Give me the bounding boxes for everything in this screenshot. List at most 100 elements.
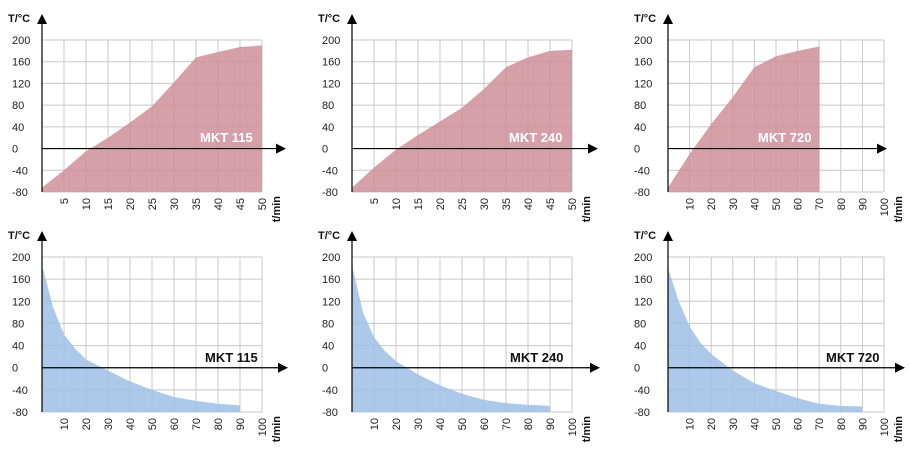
x-tick-label: 70 <box>814 198 826 210</box>
y-tick-label: 200 <box>12 35 30 47</box>
x-tick-label: 60 <box>169 418 181 430</box>
series-area <box>668 268 863 412</box>
series-area <box>42 45 262 192</box>
y-tick-label: 40 <box>12 341 24 353</box>
x-tick-label: 45 <box>235 198 247 210</box>
y-tick-label: 200 <box>634 252 652 264</box>
model-label: MKT 115 <box>205 350 258 365</box>
series-area <box>668 46 820 193</box>
x-tick-label: 20 <box>706 418 718 430</box>
y-tick-label: 0 <box>12 144 18 156</box>
y-tick-label: 120 <box>634 296 652 308</box>
x-tick-label: 70 <box>814 418 826 430</box>
x-tick-label: 20 <box>706 198 718 210</box>
x-tick-label: 100 <box>879 198 891 216</box>
x-tick-label: 30 <box>728 198 740 210</box>
y-tick-label: 40 <box>322 341 334 353</box>
y-tick-label: 0 <box>634 363 640 375</box>
x-tick-label: 20 <box>391 418 403 430</box>
y-tick-label: 200 <box>634 35 652 47</box>
x-tick-label: 30 <box>103 418 115 430</box>
x-tick-label: 90 <box>235 418 247 430</box>
y-tick-label: 120 <box>12 296 30 308</box>
y-tick-label: -80 <box>12 187 28 199</box>
x-tick-label: 30 <box>728 418 740 430</box>
y-axis-arrow <box>347 14 357 24</box>
y-tick-label: -40 <box>322 385 338 397</box>
y-axis-label: T/°C <box>634 13 656 25</box>
x-tick-label: 50 <box>771 198 783 210</box>
chart-panel-2: 200 160 120 80 40 0 -40 -80 5 10 15 20 25 30 35 40 45 50 T… <box>318 13 598 222</box>
y-tick-label: 160 <box>634 57 652 69</box>
y-tick-label: 0 <box>322 144 328 156</box>
y-axis-arrow <box>37 231 47 241</box>
x-tick-label: 35 <box>501 198 513 210</box>
chart-panel-6: 200 160 120 80 40 0 -40 -80 10 20 30 40 50 60 70 80 90 10… <box>634 230 905 442</box>
x-tick-label: 80 <box>523 418 535 430</box>
y-axis-label: T/°C <box>8 230 30 242</box>
x-axis-label: t/min <box>893 196 905 223</box>
x-tick-label: 10 <box>685 198 697 210</box>
x-tick-label: 15 <box>413 198 425 210</box>
chart-panel-4: 200 160 120 80 40 0 -40 -80 10 20 30 40 50 60 70 80 90 10… <box>8 230 288 442</box>
chart-panel-1: 200 160 120 80 40 0 -40 -80 5 10 15 20 25 30 35 40 45 50 T… <box>8 13 286 222</box>
y-tick-label: -80 <box>322 187 338 199</box>
x-tick-label: 10 <box>685 418 697 430</box>
series-area <box>352 49 572 193</box>
y-tick-label: -40 <box>634 165 650 177</box>
x-tick-label: 30 <box>169 198 181 210</box>
y-tick-label: 200 <box>322 252 340 264</box>
series-area <box>352 265 550 412</box>
x-tick-label: 40 <box>749 418 761 430</box>
x-tick-label: 5 <box>59 198 71 204</box>
y-tick-label: 120 <box>634 78 652 90</box>
x-axis-label: t/min <box>271 416 283 443</box>
y-tick-label: -40 <box>12 385 28 397</box>
x-tick-label: 25 <box>147 198 159 210</box>
x-tick-label: 50 <box>771 418 783 430</box>
x-tick-label: 10 <box>59 418 71 430</box>
x-axis-arrow <box>895 362 905 373</box>
chart-panel-3: 200 160 120 80 40 0 -40 -80 10 20 30 40 50 60 70 80 90 10… <box>634 13 905 222</box>
y-axis-arrow <box>663 14 673 24</box>
x-axis-label: t/min <box>893 416 905 443</box>
x-tick-label: 50 <box>147 418 159 430</box>
x-axis-arrow <box>276 143 286 154</box>
x-tick-label: 40 <box>523 198 535 210</box>
y-tick-label: 80 <box>12 100 24 112</box>
y-axis-label: T/°C <box>8 13 30 25</box>
y-tick-label: 80 <box>12 318 24 330</box>
x-tick-label: 90 <box>545 418 557 430</box>
x-tick-label: 90 <box>857 198 869 210</box>
y-tick-label: 200 <box>322 35 340 47</box>
y-tick-label: -80 <box>12 407 28 419</box>
x-tick-label: 90 <box>857 418 869 430</box>
y-axis-label: T/°C <box>318 230 340 242</box>
x-tick-label: 10 <box>391 198 403 210</box>
x-tick-label: 40 <box>125 418 137 430</box>
y-tick-label: 160 <box>634 274 652 286</box>
y-axis-label: T/°C <box>318 13 340 25</box>
x-tick-label: 100 <box>879 418 891 436</box>
y-tick-label: -40 <box>322 165 338 177</box>
y-tick-label: 160 <box>12 57 30 69</box>
y-tick-label: 0 <box>12 363 18 375</box>
y-tick-label: -40 <box>634 385 650 397</box>
x-tick-label: 100 <box>567 418 579 436</box>
y-tick-label: -80 <box>634 407 650 419</box>
x-tick-label: 70 <box>191 418 203 430</box>
y-tick-label: 80 <box>322 318 334 330</box>
model-label: MKT 115 <box>200 130 253 145</box>
x-axis-label: t/min <box>581 416 593 443</box>
x-tick-label: 30 <box>413 418 425 430</box>
x-tick-label: 20 <box>435 198 447 210</box>
y-tick-label: -40 <box>12 165 28 177</box>
x-tick-label: 40 <box>749 198 761 210</box>
x-tick-label: 40 <box>213 198 225 210</box>
x-tick-label: 40 <box>435 418 447 430</box>
x-tick-label: 80 <box>836 198 848 210</box>
y-tick-label: 80 <box>322 100 334 112</box>
y-tick-label: 40 <box>12 122 24 134</box>
model-label: MKT 720 <box>758 130 811 145</box>
